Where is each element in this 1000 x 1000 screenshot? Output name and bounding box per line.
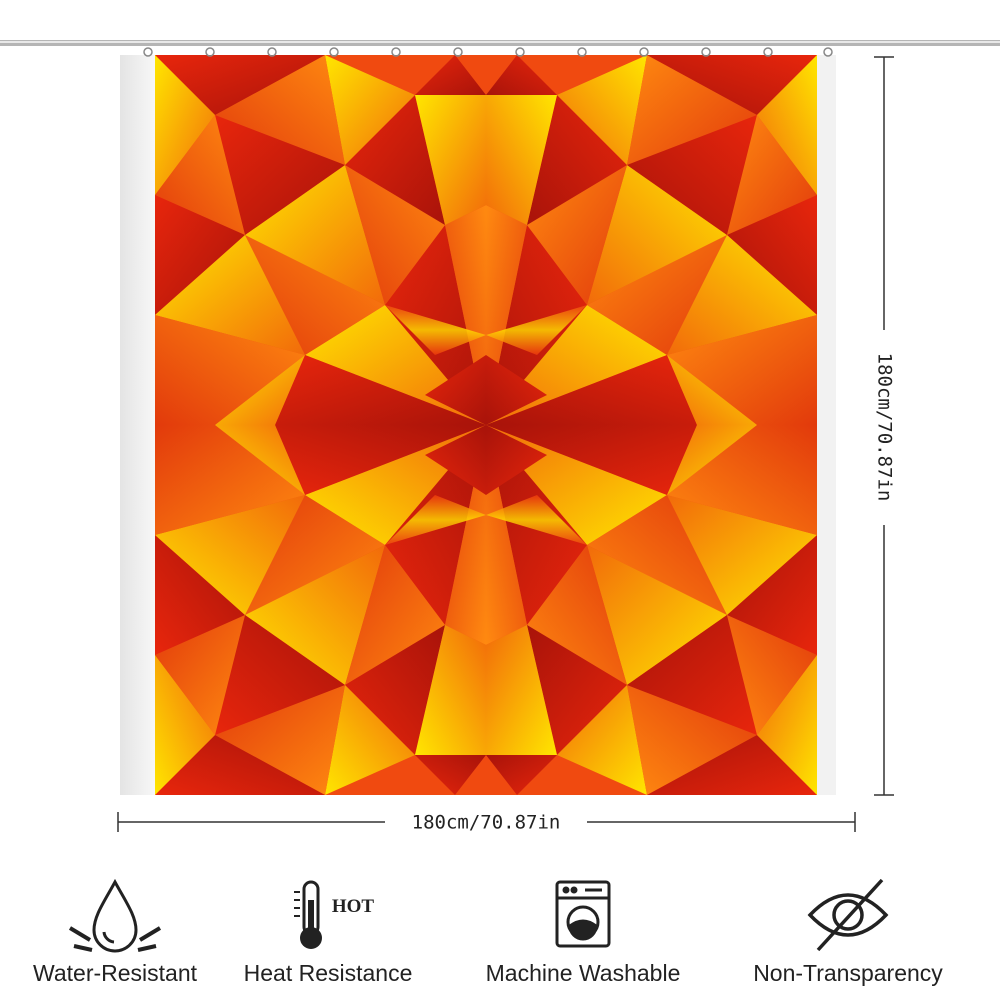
- opacity-icon: [807, 878, 889, 952]
- water-icon: [68, 878, 162, 953]
- height-dimension-line: [874, 56, 894, 796]
- feature-label: Machine Washable: [486, 960, 681, 986]
- feature-label: Water-Resistant: [33, 960, 198, 986]
- feature-label: Non-Transparency: [753, 960, 943, 986]
- height-label: 180cm/70.87in: [874, 353, 896, 502]
- curtain-edge: [816, 55, 836, 795]
- width-label: 180cm/70.87in: [412, 812, 561, 834]
- washing-icon: [555, 880, 611, 948]
- curtain-edge: [120, 55, 156, 795]
- curtain-pattern: [155, 55, 817, 795]
- curtain-hooks: [143, 47, 833, 57]
- hot-text: HOT: [332, 896, 375, 917]
- heat-icon: HOT: [294, 880, 375, 949]
- rod-highlight: [0, 41, 1000, 43]
- width-dimension-line: [117, 812, 856, 832]
- feature-label: Heat Resistance: [244, 960, 413, 986]
- curtain: [120, 47, 836, 795]
